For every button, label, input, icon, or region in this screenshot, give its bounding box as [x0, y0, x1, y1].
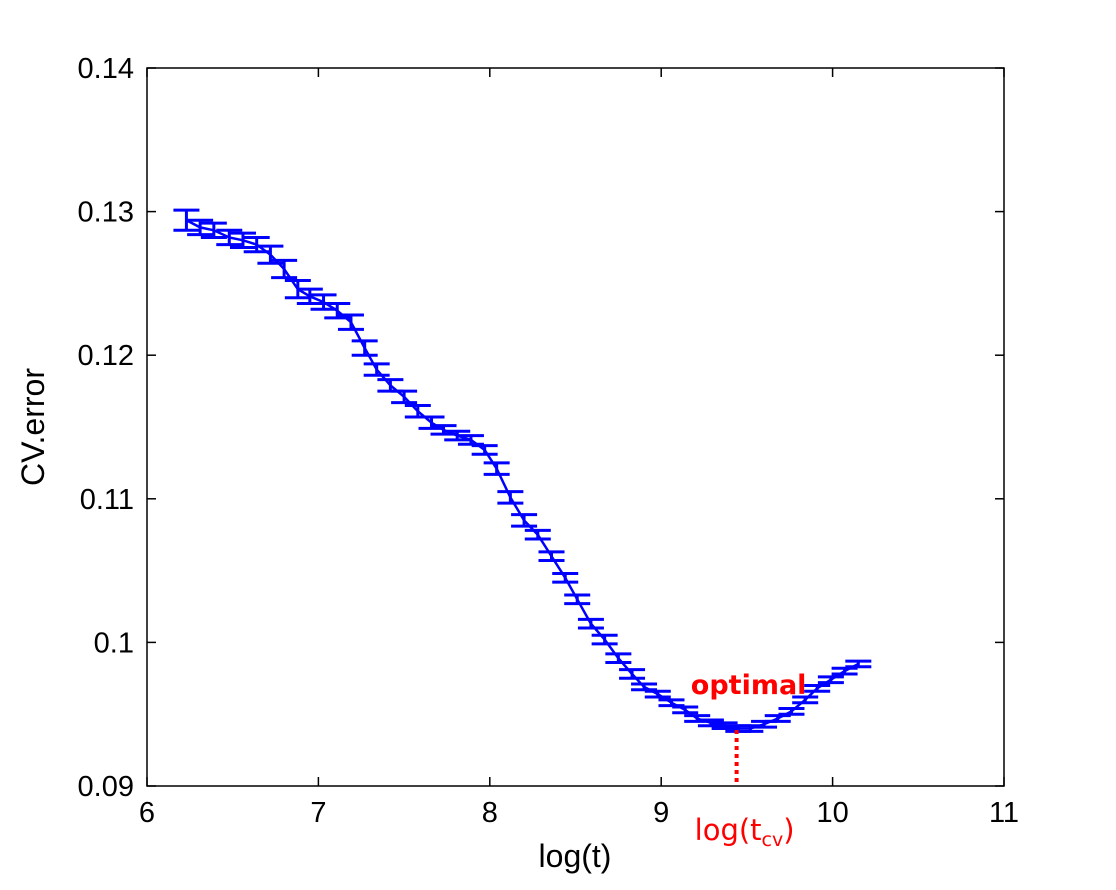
x-tick-label: 7	[310, 797, 326, 829]
error-bar	[483, 461, 510, 476]
y-tick-label: 0.11	[80, 484, 134, 516]
y-tick-label: 0.09	[78, 771, 134, 803]
error-bar	[391, 389, 418, 405]
log-tcv-main: log(t	[695, 813, 762, 847]
x-tick-label: 6	[139, 797, 155, 829]
error-bar	[430, 424, 457, 436]
y-tick-labels: 0.09 0.1 0.11 0.12 0.13 0.14	[78, 53, 134, 803]
x-tick-label: 11	[989, 797, 1019, 829]
error-bar	[173, 208, 200, 232]
error-bar	[672, 705, 699, 715]
x-axis-label: log(t)	[539, 838, 612, 874]
error-bar	[363, 362, 390, 377]
series-cv-error	[173, 208, 872, 733]
error-bar	[511, 513, 538, 528]
y-tick-label: 0.13	[78, 197, 134, 229]
error-bar	[243, 235, 270, 254]
error-bar	[591, 633, 618, 646]
y-tick-label: 0.14	[78, 53, 134, 85]
error-bar	[644, 689, 671, 699]
error-bar	[444, 429, 471, 442]
y-tick-label: 0.12	[78, 340, 134, 372]
error-bar	[711, 721, 738, 731]
axis-ticks	[146, 67, 1005, 787]
log-tcv-label: log(tcv)	[695, 813, 795, 851]
error-bar	[577, 617, 604, 630]
y-tick-label: 0.1	[94, 627, 134, 659]
error-bar	[471, 444, 498, 456]
x-tick-label: 8	[482, 797, 498, 829]
error-bar	[310, 293, 337, 311]
error-bar	[229, 231, 256, 249]
error-bar	[497, 490, 524, 505]
error-bar	[337, 313, 364, 331]
error-bar	[792, 695, 819, 705]
x-tick-label: 9	[653, 797, 669, 829]
error-bar	[271, 258, 298, 280]
error-bar	[605, 652, 632, 665]
y-axis-label: CV.error	[15, 368, 51, 486]
error-bar	[351, 339, 378, 357]
log-tcv-subscript: cv	[762, 829, 784, 851]
error-bar	[296, 287, 323, 306]
error-bar	[216, 228, 243, 247]
error-bar	[778, 706, 805, 716]
error-bar	[804, 683, 831, 693]
error-bar	[564, 593, 591, 606]
optimal-annotation: optimal	[691, 670, 807, 701]
error-bar	[538, 550, 565, 563]
plot-area	[146, 67, 1005, 787]
error-bar	[257, 244, 284, 265]
error-bar	[324, 302, 351, 320]
error-bar	[619, 668, 646, 680]
x-tick-label: 10	[816, 797, 848, 829]
error-bar	[845, 659, 872, 669]
error-bar	[697, 718, 724, 728]
error-bar	[524, 528, 551, 541]
error-bar	[552, 571, 579, 584]
error-bar	[187, 218, 214, 237]
log-tcv-close: )	[783, 813, 794, 847]
error-bar	[817, 675, 844, 685]
error-bar	[200, 221, 227, 239]
x-tick-labels: 6 7 8 9 10 11	[139, 797, 1019, 829]
